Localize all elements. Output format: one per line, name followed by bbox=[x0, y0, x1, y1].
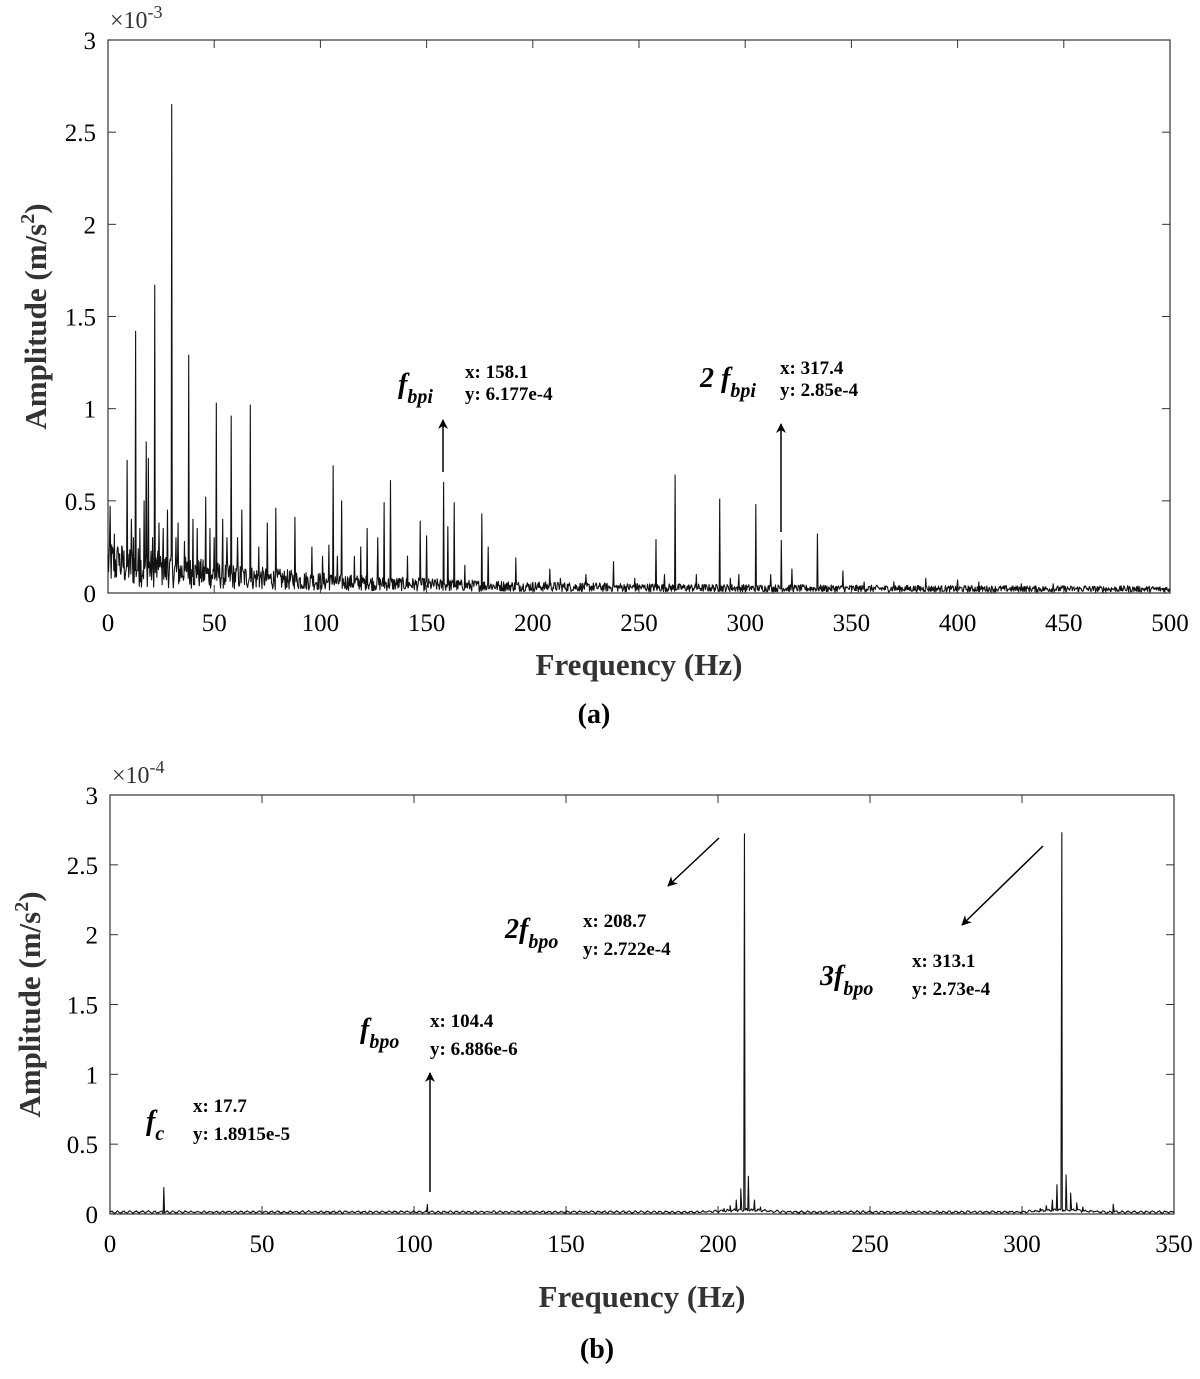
datatip-y: y: 2.85e-4 bbox=[780, 380, 859, 401]
x-tick-label: 450 bbox=[1045, 610, 1083, 637]
frequency-symbol: fbpi bbox=[398, 369, 433, 408]
plot-frame bbox=[107, 39, 1171, 594]
peak-annotation: fbpo x: 104.4 y: 6.886e-6 bbox=[360, 1011, 518, 1192]
datatip-x: x: 208.7 bbox=[583, 911, 647, 932]
chart-a: 0 50 100 150 200 250 300 350 400 450 500 0 0.5 1 1.5 2 2… bbox=[17, 2, 1189, 730]
y-axis-label: Amplitude (m/s2) bbox=[17, 203, 53, 429]
datatip-x: x: 317.4 bbox=[780, 358, 844, 379]
peak-annotation: 3fbpo x: 313.1 y: 2.73e-4 bbox=[819, 845, 1044, 1000]
annotation-arrow bbox=[667, 837, 720, 887]
datatip-x: x: 313.1 bbox=[912, 951, 975, 972]
chart-caption: (a) bbox=[578, 699, 611, 730]
datatip-y: y: 6.886e-6 bbox=[430, 1039, 518, 1060]
axis-exponent: ×10-3 bbox=[110, 2, 163, 34]
datatip-x: x: 17.7 bbox=[193, 1096, 247, 1117]
y-tick-label: 2 bbox=[86, 923, 99, 950]
x-tick-label: 100 bbox=[302, 610, 340, 637]
y-tick-label: 2.5 bbox=[65, 120, 96, 147]
frequency-symbol: 3fbpo bbox=[819, 961, 873, 1000]
x-tick-label: 150 bbox=[547, 1231, 585, 1258]
x-tick-label: 300 bbox=[1003, 1231, 1041, 1258]
x-tick-label: 500 bbox=[1151, 610, 1189, 637]
peak-annotation: fbpi x: 158.1y: 6.177e-4 bbox=[398, 362, 553, 472]
frequency-symbol: fbpo bbox=[360, 1014, 399, 1053]
spectrum-line bbox=[109, 832, 1175, 1214]
x-tick-label: 0 bbox=[102, 610, 115, 637]
x-tick-label: 350 bbox=[1155, 1231, 1193, 1258]
x-tick-label: 150 bbox=[408, 610, 446, 637]
x-tick-label: 200 bbox=[699, 1231, 737, 1258]
y-tick-label: 1.5 bbox=[65, 305, 96, 332]
x-tick-label: 200 bbox=[514, 610, 552, 637]
y-tick-label: 2.5 bbox=[67, 853, 98, 880]
y-tick-label: 3 bbox=[84, 28, 97, 55]
spectrum-line bbox=[107, 103, 1171, 593]
x-tick-label: 350 bbox=[833, 610, 871, 637]
x-tick-label: 50 bbox=[202, 610, 227, 637]
peak-annotation: fc x: 17.7 y: 1.8915e-5 bbox=[146, 1096, 290, 1145]
datatip-y: y: 2.73e-4 bbox=[912, 979, 991, 1000]
x-tick-label: 0 bbox=[104, 1231, 117, 1258]
datatip-y: y: 6.177e-4 bbox=[465, 384, 553, 405]
x-tick-label: 100 bbox=[395, 1231, 433, 1258]
datatip-y: y: 2.722e-4 bbox=[583, 939, 671, 960]
y-axis-label: Amplitude (m/s2) bbox=[11, 891, 47, 1117]
y-tick-label: 3 bbox=[86, 783, 99, 810]
x-tick-label: 300 bbox=[726, 610, 764, 637]
peak-annotation: 2 fbpi x: 317.4y: 2.85e-4 bbox=[699, 358, 859, 532]
y-tick-label: 0 bbox=[84, 581, 97, 608]
x-tick-label: 50 bbox=[250, 1231, 275, 1258]
chart-b: 0 50 100 150 200 250 300 350 0 0.5 1 1.5 2 2.5 3 ×10-4 F… bbox=[11, 757, 1193, 1365]
frequency-symbol: fc bbox=[146, 1106, 164, 1145]
x-axis-label: Frequency (Hz) bbox=[536, 647, 743, 682]
axis-exponent: ×10-4 bbox=[112, 757, 165, 789]
annotation-arrow bbox=[961, 845, 1044, 926]
y-tick-label: 1 bbox=[84, 397, 97, 424]
datatip-y: y: 1.8915e-5 bbox=[193, 1124, 290, 1145]
y-tick-label: 1.5 bbox=[67, 993, 98, 1020]
chart-caption: (b) bbox=[580, 1334, 614, 1365]
y-tick-label: 0 bbox=[86, 1202, 99, 1229]
x-axis-label: Frequency (Hz) bbox=[539, 1279, 746, 1314]
datatip-x: x: 158.1 bbox=[465, 362, 528, 383]
frequency-symbol: 2 fbpi bbox=[699, 363, 756, 402]
frequency-symbol: 2fbpo bbox=[504, 914, 558, 953]
x-tick-label: 250 bbox=[620, 610, 658, 637]
datatip-x: x: 104.4 bbox=[430, 1011, 494, 1032]
y-tick-label: 0.5 bbox=[67, 1132, 98, 1159]
y-tick-label: 0.5 bbox=[65, 489, 96, 516]
peak-annotation: 2fbpo x: 208.7 y: 2.722e-4 bbox=[504, 837, 720, 960]
y-tick-label: 2 bbox=[84, 212, 97, 239]
y-tick-label: 1 bbox=[86, 1062, 99, 1089]
x-tick-label: 250 bbox=[851, 1231, 889, 1258]
x-tick-label: 400 bbox=[939, 610, 977, 637]
plot-frame bbox=[109, 794, 1175, 1215]
